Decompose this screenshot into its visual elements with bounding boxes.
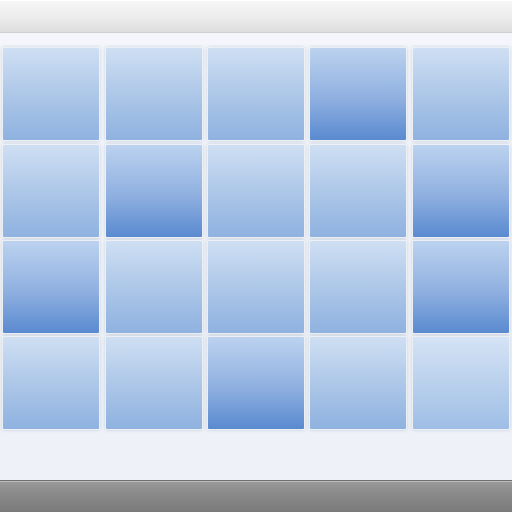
grid-tile[interactable] xyxy=(208,145,304,237)
grid-tile[interactable] xyxy=(413,337,509,429)
grid-tile[interactable] xyxy=(208,337,304,429)
grid-tile[interactable] xyxy=(106,337,202,429)
grid-tile[interactable] xyxy=(310,241,406,333)
grid-tile[interactable] xyxy=(106,48,202,140)
grid-tile[interactable] xyxy=(413,145,509,237)
content-area xyxy=(0,33,512,480)
bottom-toolbar xyxy=(0,480,512,512)
grid-tile[interactable] xyxy=(310,337,406,429)
grid-tile[interactable] xyxy=(106,241,202,333)
grid-tile[interactable] xyxy=(3,145,99,237)
tile-grid xyxy=(3,48,509,430)
grid-tile[interactable] xyxy=(310,145,406,237)
grid-tile[interactable] xyxy=(208,48,304,140)
title-bar xyxy=(0,0,512,33)
grid-tile[interactable] xyxy=(413,241,509,333)
grid-tile[interactable] xyxy=(3,241,99,333)
grid-tile[interactable] xyxy=(310,48,406,140)
grid-tile[interactable] xyxy=(208,241,304,333)
grid-tile[interactable] xyxy=(413,48,509,140)
grid-tile[interactable] xyxy=(3,337,99,429)
grid-tile[interactable] xyxy=(106,145,202,237)
grid-tile[interactable] xyxy=(3,48,99,140)
